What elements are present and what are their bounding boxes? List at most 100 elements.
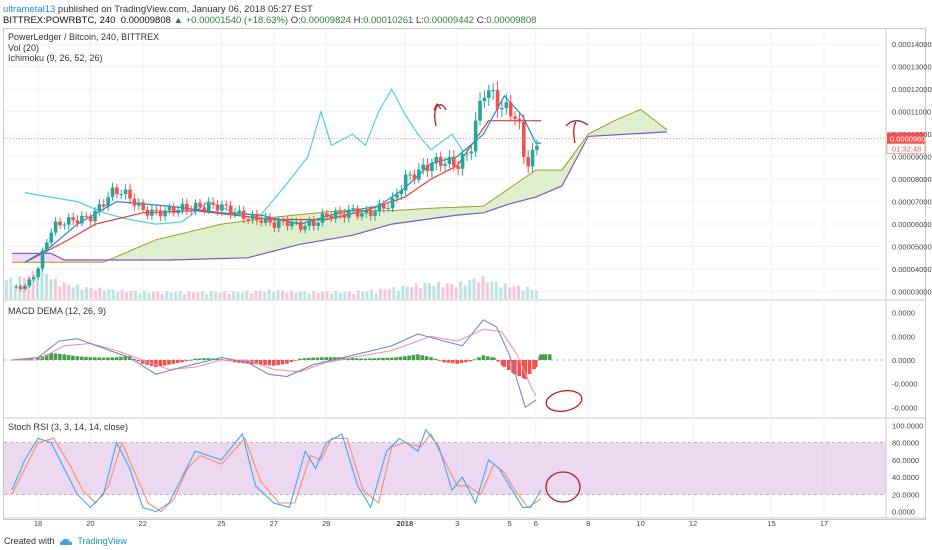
ichimoku-cloud-segment: [254, 219, 261, 257]
candle-body: [460, 153, 465, 169]
macd-histogram-bar: [110, 357, 114, 360]
macd-histogram-bar: [481, 355, 486, 360]
volume-bar: [401, 285, 405, 299]
candle-body: [58, 221, 62, 226]
price-tick-label: 0.00004000: [892, 265, 932, 274]
volume-bar: [343, 292, 347, 299]
candle-body: [399, 190, 404, 195]
candle-body: [220, 204, 224, 211]
macd-histogram-bar: [517, 360, 521, 377]
candle-body: [355, 208, 360, 217]
macd-histogram-bar: [534, 360, 538, 368]
macd-histogram-bar: [119, 356, 123, 360]
volume-bar: [44, 273, 48, 299]
macd-histogram-bar: [477, 357, 481, 360]
candle-body: [478, 100, 482, 121]
price-tick-label: 0.00014000: [892, 40, 932, 49]
candle-body: [469, 151, 474, 154]
candle-body: [176, 210, 180, 214]
ichimoku-cloud-segment: [562, 161, 569, 186]
macd-histogram-bar: [206, 358, 211, 360]
ichimoku-cloud-segment: [535, 170, 543, 198]
volume-bar: [53, 278, 57, 299]
volume-bar: [4, 280, 8, 299]
ichimoku-cloud-segment: [516, 179, 523, 203]
candle-body: [517, 118, 522, 122]
chart-frame: [3, 28, 926, 520]
candle-body: [27, 279, 32, 286]
macd-histogram-bar: [442, 360, 446, 363]
ichimoku-cloud-segment: [241, 220, 248, 258]
candle-body: [373, 211, 377, 216]
candle-body: [351, 208, 355, 210]
candle-body: [386, 208, 390, 210]
ichimoku-cloud-segment: [457, 206, 464, 216]
volume-bar: [365, 291, 369, 299]
volume-bar: [31, 270, 35, 299]
ichimoku-cloud-segment: [470, 206, 477, 214]
volume-bar: [227, 293, 231, 299]
volume-bar: [71, 287, 75, 299]
volume-bar: [13, 285, 17, 299]
candle-body: [36, 268, 40, 278]
candle-body: [136, 202, 141, 206]
volume-bar: [183, 294, 187, 299]
author-link[interactable]: ultrametal13: [3, 4, 56, 15]
macd-histogram-bar: [193, 358, 197, 360]
macd-histogram-bar: [543, 354, 548, 360]
candle-body: [206, 202, 211, 211]
macd-histogram-bar: [381, 357, 385, 360]
ichimoku-cloud-segment: [44, 253, 52, 263]
drawn-arrow-up-2: [573, 121, 577, 144]
time-tick-label: 2018: [396, 519, 413, 528]
volume-bar: [427, 283, 431, 299]
volume-bar: [454, 287, 458, 299]
ichimoku-cloud-segment: [398, 209, 405, 224]
candle-body: [250, 213, 255, 220]
candle-body: [158, 210, 163, 217]
candle-body: [443, 163, 447, 166]
macd-legend: MACD DEMA (12, 26, 9): [8, 306, 107, 316]
ichimoku-cloud-segment: [247, 219, 255, 258]
ichimoku-cloud-segment: [169, 235, 176, 261]
time-tick-label: 12: [689, 519, 697, 528]
candle-body: [106, 197, 110, 207]
candle-body: [522, 121, 526, 158]
macd-histogram-bar: [523, 360, 528, 379]
ichimoku-cloud-segment: [182, 231, 189, 260]
ichimoku-cloud-segment: [653, 119, 661, 133]
footer-brand[interactable]: TradingView: [77, 536, 127, 546]
volume-bar: [249, 293, 253, 299]
ichimoku-cloud-segment: [175, 233, 183, 260]
volume-bar: [396, 290, 400, 299]
ichimoku-cloud-segment: [548, 170, 556, 192]
candle-body: [333, 211, 338, 219]
macd-histogram-bar: [258, 360, 263, 365]
macd-histogram-bar: [158, 360, 163, 367]
ichimoku-cloud-segment: [227, 222, 235, 259]
macd-histogram-bar: [359, 358, 363, 360]
candle-body: [290, 222, 294, 227]
time-tick-label: 22: [139, 519, 147, 528]
candle-body: [163, 210, 167, 217]
macd-histogram-bar: [24, 358, 29, 360]
main-legend-title: PowerLedger / Bitcoin, 240, BITTREX: [8, 32, 160, 42]
macd-histogram-bar: [368, 358, 372, 360]
candle-body: [482, 97, 487, 101]
price-tick-label: 0.00008000: [892, 175, 932, 184]
ichimoku-cloud-segment: [614, 117, 621, 135]
macd-histogram-bar: [468, 360, 473, 362]
price-tick-label: 0.00003000: [892, 288, 932, 297]
macd-histogram-bar: [306, 357, 311, 360]
macd-histogram-bar: [145, 360, 149, 365]
candle-body: [465, 153, 469, 155]
candle-body: [80, 215, 84, 224]
candle-body: [101, 204, 106, 207]
ichimoku-cloud-segment: [234, 221, 242, 259]
volume-bar: [196, 292, 200, 299]
candle-body: [430, 163, 434, 172]
macd-histogram-bar: [180, 360, 184, 363]
macd-histogram-bar: [502, 360, 507, 368]
close-value: 0.00009808: [486, 15, 537, 26]
